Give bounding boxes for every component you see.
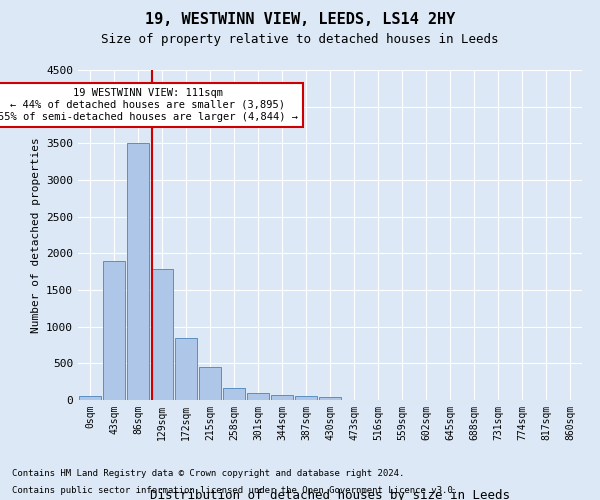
Bar: [79, 396, 101, 400]
Bar: [271, 395, 293, 400]
Bar: [127, 144, 149, 400]
Bar: [199, 367, 221, 400]
Bar: [151, 270, 173, 400]
Text: Size of property relative to detached houses in Leeds: Size of property relative to detached ho…: [101, 32, 499, 46]
Text: Contains HM Land Registry data © Crown copyright and database right 2024.: Contains HM Land Registry data © Crown c…: [12, 468, 404, 477]
Bar: [247, 392, 269, 400]
Y-axis label: Number of detached properties: Number of detached properties: [31, 137, 41, 333]
Bar: [175, 338, 197, 400]
Bar: [319, 397, 341, 400]
Text: Contains public sector information licensed under the Open Government Licence v3: Contains public sector information licen…: [12, 486, 458, 495]
Text: 19 WESTWINN VIEW: 111sqm
← 44% of detached houses are smaller (3,895)
55% of sem: 19 WESTWINN VIEW: 111sqm ← 44% of detach…: [0, 88, 298, 122]
Text: 19, WESTWINN VIEW, LEEDS, LS14 2HY: 19, WESTWINN VIEW, LEEDS, LS14 2HY: [145, 12, 455, 28]
Bar: [295, 396, 317, 400]
X-axis label: Distribution of detached houses by size in Leeds: Distribution of detached houses by size …: [150, 488, 510, 500]
Bar: [103, 260, 125, 400]
Bar: [223, 388, 245, 400]
